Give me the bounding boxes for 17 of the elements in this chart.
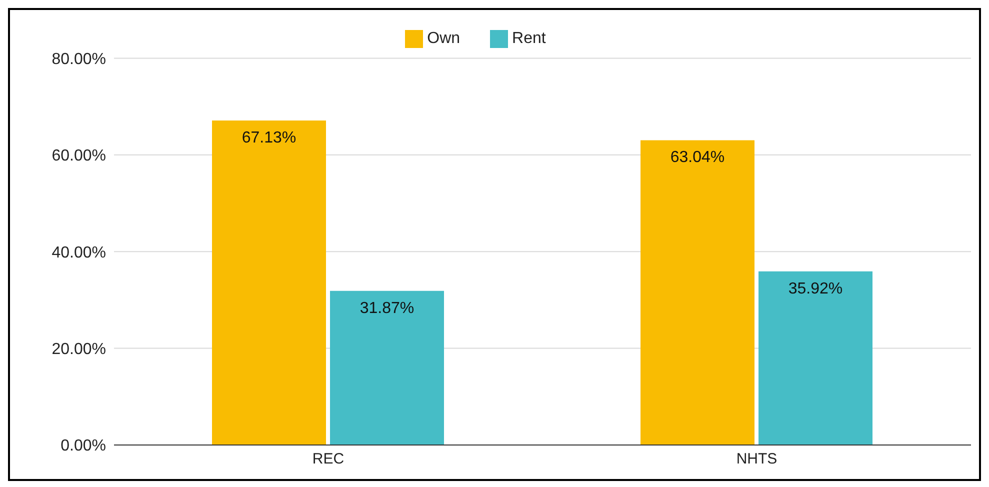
bar bbox=[330, 290, 444, 445]
y-tick-label: 40.00% bbox=[52, 244, 106, 262]
data-label: 67.13% bbox=[242, 129, 296, 146]
legend-label: Rent bbox=[512, 30, 546, 48]
y-tick-label: 80.00% bbox=[52, 50, 106, 68]
data-label: 35.92% bbox=[788, 280, 843, 298]
y-tick-label: 20.00% bbox=[52, 340, 106, 358]
y-tick-label: 60.00% bbox=[52, 148, 106, 165]
y-tick-label: 0.00% bbox=[60, 438, 106, 455]
data-label: 31.87% bbox=[360, 300, 414, 317]
x-tick-label: REC bbox=[312, 450, 344, 468]
bar bbox=[212, 120, 326, 445]
data-label: 63.04% bbox=[670, 149, 725, 166]
bar bbox=[640, 140, 754, 445]
x-tick-label: NHTS bbox=[736, 450, 778, 468]
bar bbox=[758, 271, 872, 445]
legend-label: Own bbox=[427, 30, 460, 48]
